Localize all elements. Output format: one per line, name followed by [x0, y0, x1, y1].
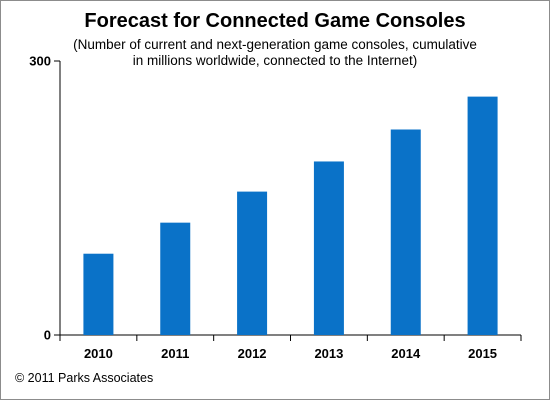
bar — [313, 161, 344, 335]
bar — [390, 129, 421, 335]
chart-subtitle: (Number of current and next-generation g… — [1, 37, 549, 69]
chart-subtitle-line-1: (Number of current and next-generation g… — [73, 37, 477, 52]
chart-title: Forecast for Connected Game Consoles — [84, 10, 466, 32]
x-tick-label: 2014 — [391, 346, 421, 361]
chart-subtitle-line-2: in millions worldwide, connected to the … — [132, 53, 418, 68]
bar — [467, 96, 498, 336]
x-tick-label: 2015 — [468, 346, 497, 361]
x-tick-label: 2011 — [161, 346, 189, 361]
y-tick-label: 0 — [44, 328, 51, 343]
bar — [83, 253, 114, 335]
bar — [237, 191, 268, 335]
x-tick-label: 2013 — [314, 346, 343, 361]
copyright-notice: © 2011 Parks Associates — [15, 371, 154, 385]
x-tick-label: 2010 — [84, 346, 113, 361]
bar — [160, 222, 191, 335]
y-tick-label: 300 — [29, 54, 51, 69]
x-tick-label: 2012 — [238, 346, 267, 361]
